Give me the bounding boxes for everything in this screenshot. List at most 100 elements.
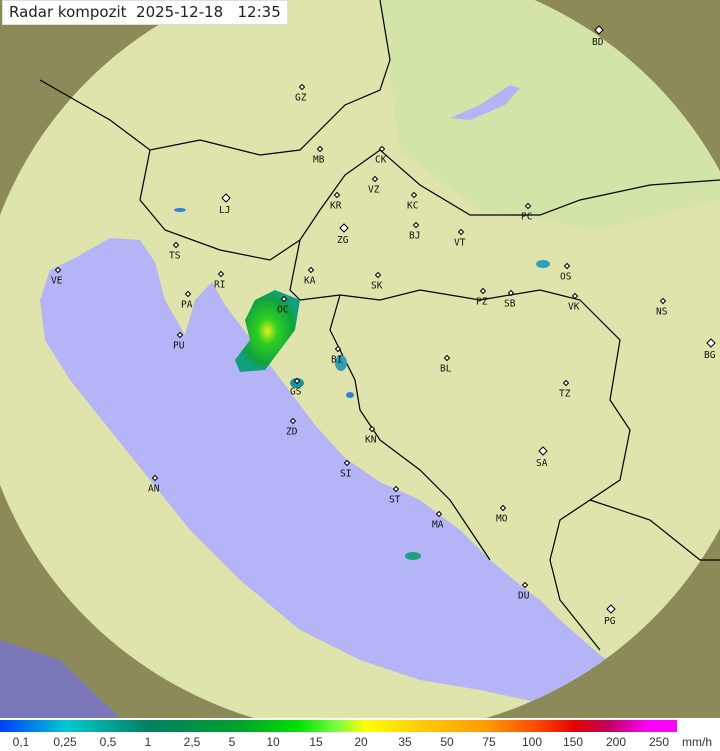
city-marker-icon <box>217 270 225 278</box>
city-label: SA <box>536 458 548 469</box>
city-label: VE <box>51 276 63 287</box>
city-sa: SA <box>536 446 548 469</box>
city-label: BD <box>592 37 604 48</box>
city-label: BI <box>331 355 342 366</box>
city-kc: KC <box>407 191 418 212</box>
city-kr: KR <box>330 191 342 212</box>
city-ka: KA <box>304 266 316 287</box>
city-label: KC <box>407 201 418 212</box>
legend-label: 75 <box>482 735 496 749</box>
city-ma: MA <box>432 510 444 531</box>
city-mo: MO <box>496 504 508 525</box>
city-gs: GS <box>290 377 302 398</box>
city-marker-icon <box>280 295 288 303</box>
city-label: VZ <box>368 185 380 196</box>
lake-balaton <box>450 85 520 120</box>
city-marker-icon <box>176 331 184 339</box>
city-marker-icon <box>378 145 386 153</box>
legend-label: 100 <box>521 735 543 749</box>
outside-sea <box>0 640 120 718</box>
city-marker-icon <box>151 474 159 482</box>
city-label: AN <box>148 484 160 495</box>
city-label: SB <box>504 299 516 310</box>
city-label: PA <box>181 300 193 311</box>
city-os: OS <box>560 262 572 283</box>
city-label: BG <box>704 350 716 361</box>
city-bi: BI <box>331 345 342 366</box>
city-marker-icon <box>571 292 579 300</box>
city-marker-icon <box>499 504 507 512</box>
legend-label: 5 <box>228 735 236 749</box>
city-marker-icon <box>606 604 616 614</box>
city-bd: BD <box>592 25 604 48</box>
city-label: VK <box>568 302 580 313</box>
city-label: MB <box>313 155 325 166</box>
city-label: PG <box>604 616 616 627</box>
city-marker-icon <box>333 191 341 199</box>
city-label: BL <box>440 364 452 375</box>
city-sb: SB <box>504 289 516 310</box>
city-marker-icon <box>392 485 400 493</box>
city-label: DU <box>518 591 530 602</box>
city-label: NS <box>656 307 668 318</box>
legend-labels: 0,1 0,25 0,5 1 2,5 5 10 15 20 35 50 75 100 150 200 250 m… <box>0 735 720 751</box>
city-si: SI <box>340 459 351 480</box>
city-marker-icon <box>298 83 306 91</box>
city-label: PZ <box>476 297 488 308</box>
city-marker-icon <box>54 266 62 274</box>
legend-unit: mm/h <box>682 735 712 749</box>
city-label: GZ <box>295 93 307 104</box>
adriatic-sea <box>40 238 640 705</box>
city-marker-icon <box>316 145 324 153</box>
city-marker-icon <box>562 379 570 387</box>
legend-label: 1 <box>144 735 152 749</box>
city-label: KR <box>330 201 342 212</box>
radar-map[interactable]: BD GZ MB CK VZ KR KC PC LJ BJ ZG VT TS VE KA SK OS RI PA PZ… <box>0 0 720 718</box>
city-label: MO <box>496 514 508 525</box>
legend-label: 200 <box>605 735 627 749</box>
city-marker-icon <box>289 417 297 425</box>
legend-label: 150 <box>562 735 584 749</box>
city-ns: NS <box>656 297 668 318</box>
city-marker-icon <box>443 354 451 362</box>
city-marker-icon <box>184 290 192 298</box>
legend-label: 0,1 <box>12 735 30 749</box>
city-label: RI <box>214 280 225 291</box>
city-label: MA <box>432 520 444 531</box>
legend-label: 35 <box>398 735 412 749</box>
city-sk: SK <box>371 271 383 292</box>
city-oc: OC <box>277 295 288 316</box>
city-marker-icon <box>659 297 667 305</box>
legend-label: 2,5 <box>183 735 201 749</box>
city-marker-icon <box>507 289 515 297</box>
legend-label: 0,25 <box>53 735 77 749</box>
city-bl: BL <box>440 354 452 375</box>
city-label: ST <box>389 495 401 506</box>
city-marker-icon <box>563 262 571 270</box>
city-marker-icon <box>307 266 315 274</box>
precip-cell <box>405 552 421 560</box>
city-marker-icon <box>339 223 349 233</box>
city-label: TZ <box>559 389 571 400</box>
precip-cell <box>536 260 550 268</box>
legend-label: 15 <box>309 735 323 749</box>
city-label: SI <box>340 469 351 480</box>
city-label: OC <box>277 305 288 316</box>
city-label: BJ <box>409 231 420 242</box>
city-an: AN <box>148 474 160 495</box>
city-ts: TS <box>169 241 181 262</box>
city-marker-icon <box>410 191 418 199</box>
city-zg: ZG <box>337 223 349 246</box>
city-marker-icon <box>334 345 342 353</box>
city-marker-icon <box>371 175 379 183</box>
city-zd: ZD <box>286 417 298 438</box>
city-marker-icon <box>293 377 301 385</box>
precip-cell <box>174 208 186 212</box>
radar-echoes <box>174 208 550 560</box>
city-marker-icon <box>457 228 465 236</box>
legend-label: 10 <box>266 735 280 749</box>
city-marker-icon <box>343 459 351 467</box>
legend-label: 50 <box>440 735 454 749</box>
city-marker-icon <box>412 221 420 229</box>
city-st: ST <box>389 485 401 506</box>
